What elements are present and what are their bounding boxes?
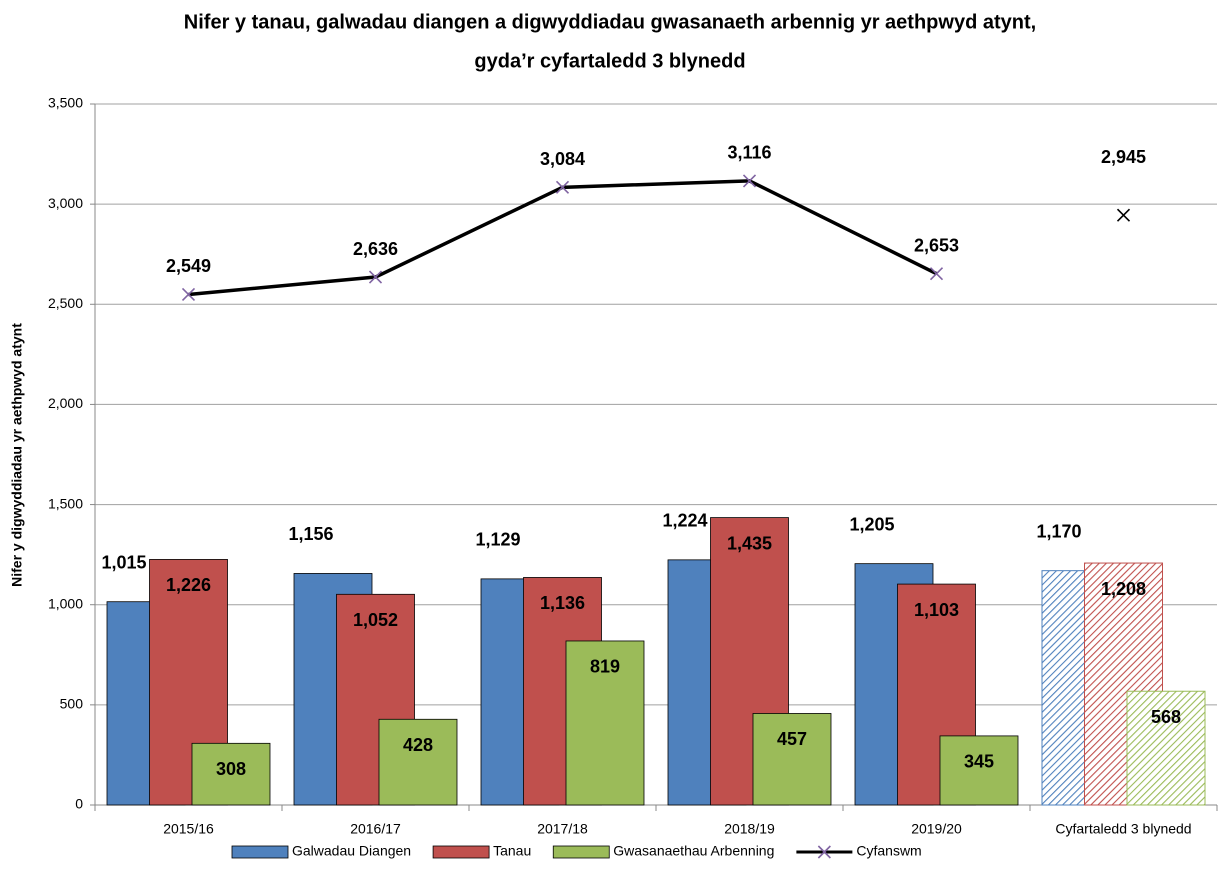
bar [1126, 690, 1206, 806]
bar [939, 735, 1019, 806]
line-marker [555, 180, 570, 194]
data-label: 2,945 [1101, 147, 1146, 167]
legend-swatch [231, 845, 289, 859]
x-tick-label: 2016/17 [350, 821, 401, 837]
data-label: 345 [964, 752, 994, 772]
y-tick-label: 1,500 [48, 495, 83, 511]
data-label: 1,224 [662, 511, 707, 531]
bar [378, 718, 458, 806]
data-label: 2,636 [353, 239, 398, 259]
data-label: 428 [403, 735, 433, 755]
data-label: 457 [777, 729, 807, 749]
x-tick-label: 2015/16 [163, 821, 214, 837]
y-tick-label: 3,000 [48, 195, 83, 211]
data-label: 1,052 [353, 610, 398, 630]
data-label: 1,435 [727, 533, 772, 553]
y-tick-label: 1,000 [48, 595, 83, 611]
chart-title: Nifer y tanau, galwadau diangen a digwyd… [184, 11, 1036, 33]
legend-swatch [552, 845, 610, 859]
line-marker [742, 174, 757, 188]
line-marker [368, 270, 383, 284]
chart-subtitle: gyda’r cyfartaledd 3 blynedd [474, 50, 745, 72]
data-label: 2,653 [914, 235, 959, 255]
x-tick-label: 2019/20 [911, 821, 962, 837]
x-tick-label: 2018/19 [724, 821, 775, 837]
y-tick-label: 2,500 [48, 295, 83, 311]
data-label: 3,084 [540, 149, 585, 169]
line [188, 179, 938, 297]
data-label: 1,129 [475, 530, 520, 550]
legend-marker [817, 845, 831, 859]
line-marker [1116, 208, 1131, 222]
legend-label: Tanau [493, 843, 531, 859]
y-tick-label: 2,000 [48, 395, 83, 411]
data-label: 1,205 [849, 514, 894, 534]
data-label: 1,170 [1036, 521, 1081, 541]
y-tick-label: 500 [60, 696, 84, 712]
bar [565, 640, 645, 806]
legend-label: Cyfanswm [856, 843, 921, 859]
y-tick-label: 3,500 [48, 95, 83, 111]
bar [752, 713, 832, 806]
data-label: 1,103 [914, 600, 959, 620]
data-label: 1,015 [101, 552, 146, 572]
data-label: 1,208 [1101, 579, 1146, 599]
line-marker [929, 267, 944, 281]
data-label: 308 [216, 759, 246, 779]
legend-label: Gwasanaethau Arbenning [613, 843, 774, 859]
legend-swatch [432, 845, 490, 859]
x-tick-label: Cyfartaledd 3 blynedd [1055, 821, 1191, 837]
data-label: 1,156 [288, 524, 333, 544]
data-label: 568 [1151, 707, 1181, 727]
x-tick-label: 2017/18 [537, 821, 588, 837]
y-axis-label: Nifer y digwyddiadau yr aethpwyd atynt [9, 323, 25, 587]
data-label: 1,226 [166, 575, 211, 595]
data-label: 2,549 [166, 256, 211, 276]
data-label: 1,136 [540, 593, 585, 613]
data-label: 819 [590, 657, 620, 677]
line-marker [181, 287, 196, 302]
legend-label: Galwadau Diangen [292, 843, 411, 859]
bar [191, 742, 271, 806]
data-label: 3,116 [727, 143, 771, 163]
y-tick-label: 0 [75, 796, 83, 812]
